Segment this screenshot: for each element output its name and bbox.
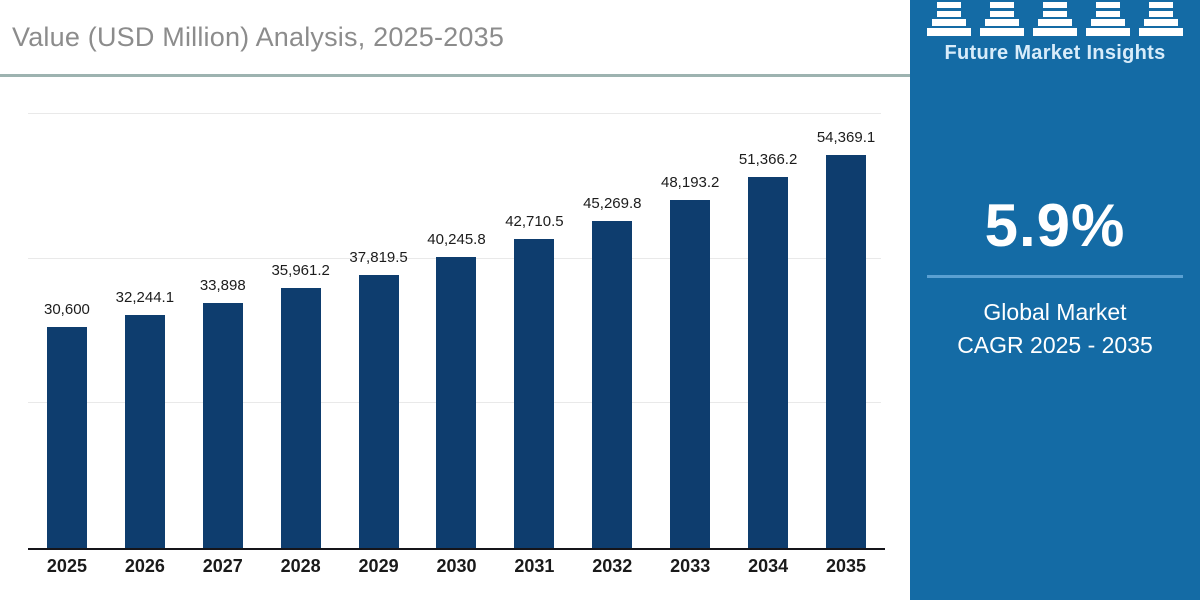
bar-value-label: 30,600 xyxy=(44,301,90,318)
x-tick-label: 2033 xyxy=(670,556,711,576)
x-tick-label: 2034 xyxy=(748,556,789,576)
bar-group: 35,961.2 xyxy=(262,86,340,548)
bar xyxy=(124,315,165,548)
cagr-label: Global Market CAGR 2025 - 2035 xyxy=(910,296,1200,363)
pillar-icon xyxy=(980,0,1024,36)
cagr-value: 5.9% xyxy=(984,192,1126,259)
gridline xyxy=(28,113,881,114)
x-tick-label: 2031 xyxy=(514,556,555,576)
bar-value-label: 51,366.2 xyxy=(738,151,798,168)
bar-group: 33,898 xyxy=(184,86,262,548)
bar-group: 30,600 xyxy=(28,86,106,548)
bar xyxy=(436,257,477,548)
brand-name: Future Market Insights xyxy=(944,42,1166,64)
bar-value-label: 35,961.2 xyxy=(271,262,330,279)
cagr-divider xyxy=(927,275,1183,278)
x-tick-label: 2029 xyxy=(358,556,399,576)
bar-value-label: 45,269.8 xyxy=(583,195,642,212)
bar-group: 32,244.1 xyxy=(106,86,184,548)
brand-columns-icon xyxy=(910,0,1200,36)
bar-group: 51,366.2 xyxy=(729,86,807,548)
x-tick-label: 2030 xyxy=(436,556,477,576)
bar xyxy=(46,327,87,548)
x-tick-label: 2027 xyxy=(202,556,243,576)
brand-logo: Future Market Insights xyxy=(910,0,1200,65)
bar-group: 45,269.8 xyxy=(573,86,651,548)
plot-area: 30,600 32,244.1 33,898 35,961.2 37,819.5 40,2… xyxy=(8,86,885,550)
bar xyxy=(202,303,243,548)
x-tick-label: 2025 xyxy=(46,556,87,576)
bar-group: 42,710.5 xyxy=(495,86,573,548)
bar-group: 48,193.2 xyxy=(651,86,729,548)
cagr-block: 5.9% Global Market CAGR 2025 - 2035 xyxy=(910,193,1200,363)
x-tick-label: 2035 xyxy=(825,556,867,576)
x-tick-label: 2026 xyxy=(124,556,165,576)
bars: 30,600 32,244.1 33,898 35,961.2 37,819.5 40,2… xyxy=(28,86,885,548)
bar-value-label: 37,819.5 xyxy=(349,249,408,266)
pillar-icon xyxy=(1086,0,1130,36)
x-axis-labels: 2025 2026 2027 2028 2029 2030 2031 2032 2033 2034… xyxy=(28,556,885,577)
pillar-icon xyxy=(927,0,971,36)
title-divider xyxy=(0,74,910,77)
sidebar: Future Market Insights 5.9% Global Marke… xyxy=(910,0,1200,600)
bar-value-label: 33,898 xyxy=(199,277,246,294)
cagr-label-line1: Global Market xyxy=(983,299,1127,325)
bar-group: 37,819.5 xyxy=(340,86,418,548)
cagr-label-line2: CAGR 2025 - 2035 xyxy=(957,332,1153,359)
bar xyxy=(670,200,711,548)
bar-group: 40,245.8 xyxy=(418,86,496,548)
bar-value-label: 48,193.2 xyxy=(661,174,720,191)
bar xyxy=(592,221,633,548)
pillar-icon xyxy=(1033,0,1077,36)
bar-group: 54,369.1 xyxy=(807,86,885,548)
header: Value (USD Million) Analysis, 2025-2035 xyxy=(0,0,910,77)
bar xyxy=(358,275,399,548)
bar-value-label: 54,369.1 xyxy=(816,129,876,146)
x-tick-label: 2032 xyxy=(592,556,633,576)
bar-value-label: 40,245.8 xyxy=(427,231,486,248)
bar-value-label: 32,244.1 xyxy=(115,289,175,306)
chart-title: Value (USD Million) Analysis, 2025-2035 xyxy=(12,22,505,52)
bar xyxy=(826,155,867,548)
pillar-icon xyxy=(1139,0,1183,36)
bar xyxy=(748,177,789,548)
x-tick-label: 2028 xyxy=(280,556,321,576)
x-axis-line xyxy=(28,548,885,550)
bar-chart: 30,600 32,244.1 33,898 35,961.2 37,819.5 40,2… xyxy=(0,77,910,600)
bar xyxy=(280,288,321,548)
bar xyxy=(514,239,555,548)
bar-value-label: 42,710.5 xyxy=(505,213,564,230)
